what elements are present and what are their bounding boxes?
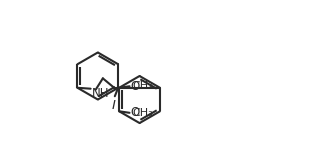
Text: CH₃: CH₃: [133, 108, 153, 118]
Text: O: O: [130, 80, 139, 93]
Text: CH₃: CH₃: [133, 81, 153, 91]
Text: I: I: [112, 99, 116, 112]
Text: NH: NH: [92, 87, 109, 100]
Text: O: O: [130, 107, 139, 119]
